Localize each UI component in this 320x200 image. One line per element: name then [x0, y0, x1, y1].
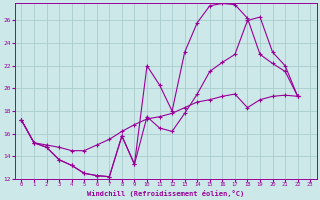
X-axis label: Windchill (Refroidissement éolien,°C): Windchill (Refroidissement éolien,°C): [87, 190, 244, 197]
